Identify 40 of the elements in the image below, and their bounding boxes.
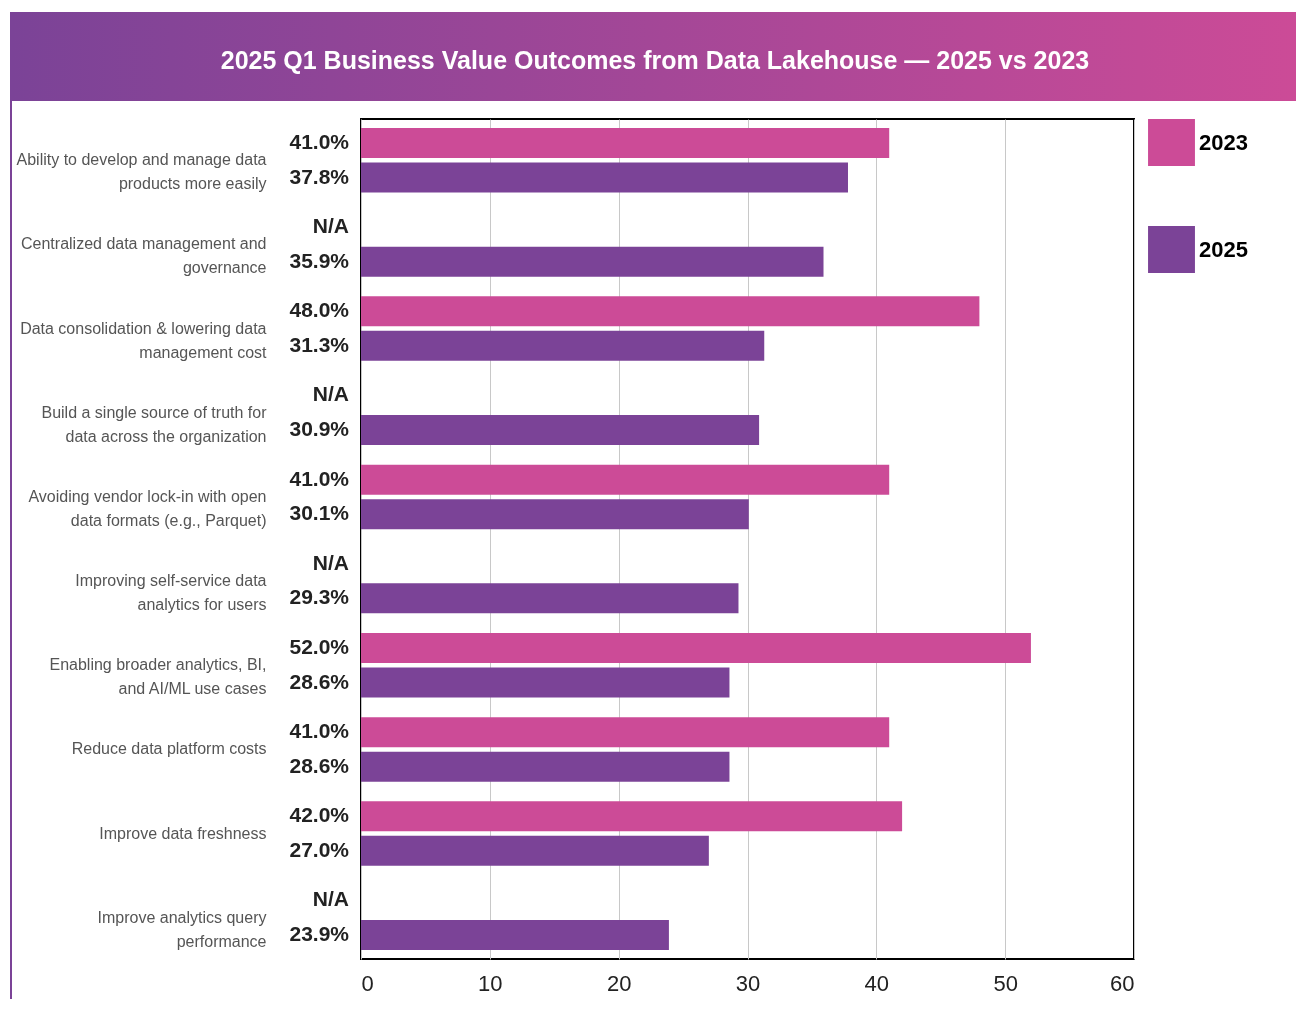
y-tick-label: Build a single source of truth for data across the organization bbox=[41, 403, 268, 445]
y-tick-label: Improve data freshness bbox=[99, 824, 267, 842]
data-label: 31.3% bbox=[289, 332, 350, 356]
data-label: 48.0% bbox=[289, 298, 350, 322]
text: N/A bbox=[312, 550, 349, 574]
legend-label: 2025 bbox=[1199, 236, 1248, 262]
x-tick-label: 40 bbox=[864, 970, 890, 996]
y-tick-label: Reduce data platform costs bbox=[71, 740, 267, 758]
y-tick-label: Enabling broader analytics, BI, and AI/ML use cases bbox=[49, 656, 267, 698]
data-label: 41.0% bbox=[289, 466, 350, 490]
x-tick-label: 30 bbox=[735, 970, 761, 996]
x-tick-label: 50 bbox=[993, 970, 1018, 996]
y-tick-label: Ability to develop and manage data products more easily bbox=[16, 151, 267, 193]
y-tick-label: Centralized data management and governance bbox=[21, 235, 267, 277]
y-tick-label: Avoiding vendor lock-in with open data formats (e.g., Parquet) bbox=[28, 487, 267, 529]
data-label: 30.9% bbox=[289, 417, 350, 441]
text: N/A bbox=[312, 887, 349, 911]
data-label: 41.0% bbox=[289, 719, 350, 743]
data-label: 28.6% bbox=[289, 669, 350, 693]
y-tick-label: Improve analytics query performance bbox=[97, 908, 267, 950]
data-label: 27.0% bbox=[289, 837, 350, 861]
data-label: 30.1% bbox=[289, 501, 350, 525]
data-label: 35.9% bbox=[289, 248, 350, 272]
data-label: 41.0% bbox=[289, 129, 350, 153]
data-label: 23.9% bbox=[289, 922, 350, 946]
y-tick-label: Data consolidation & lowering data management cost bbox=[20, 319, 268, 361]
data-label: 29.3% bbox=[289, 585, 350, 609]
data-label: 37.8% bbox=[289, 164, 350, 188]
data-label: 42.0% bbox=[289, 803, 350, 827]
text: N/A bbox=[312, 214, 349, 238]
chart-title: 2025 Q1 Business Value Outcomes from Data Lakehouse — 2025 vs 2023 bbox=[12, 12, 1296, 101]
legend-label: 2023 bbox=[1199, 129, 1248, 155]
text: N/A bbox=[312, 382, 349, 406]
x-tick-label: 0 bbox=[361, 970, 374, 996]
y-tick-label: Improving self-service data analytics for users bbox=[75, 572, 267, 614]
data-label: 28.6% bbox=[289, 753, 350, 777]
data-label: 52.0% bbox=[289, 634, 350, 658]
x-tick-label: 20 bbox=[606, 970, 632, 996]
x-tick-label: 60 bbox=[1110, 970, 1135, 996]
x-tick-label: 10 bbox=[478, 970, 503, 996]
